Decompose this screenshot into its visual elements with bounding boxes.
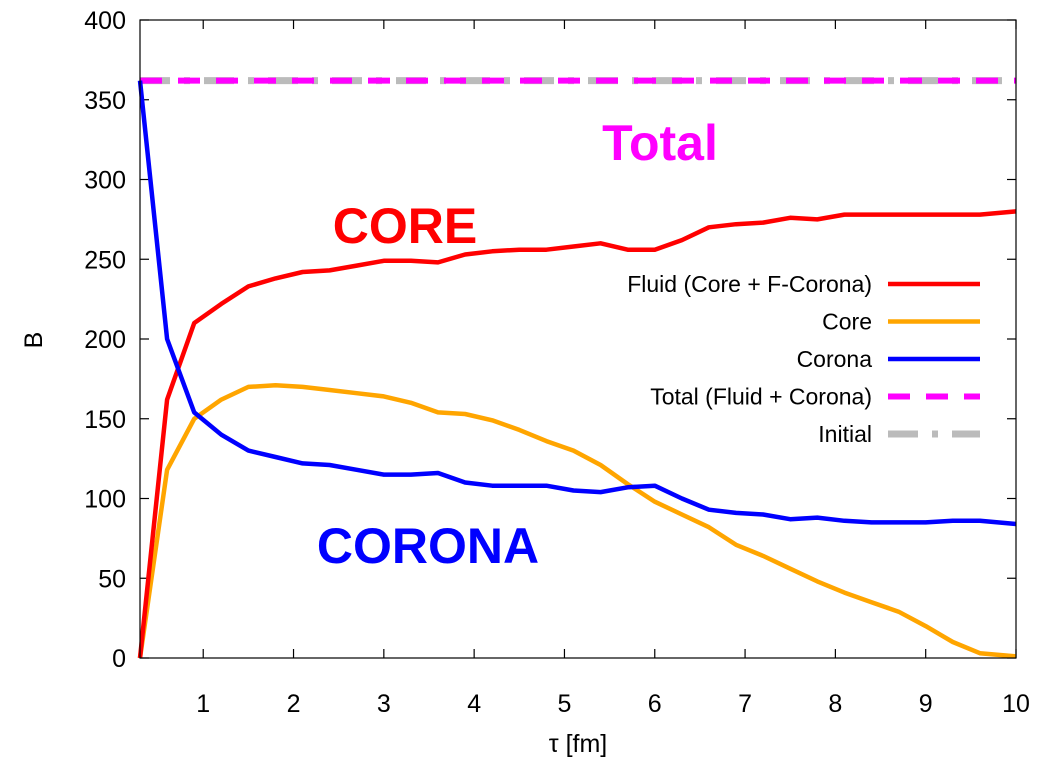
x-tick-label: 1 [196, 690, 210, 718]
x-tick-label: 6 [648, 690, 662, 718]
x-tick-label: 7 [738, 690, 752, 718]
y-tick-label: 350 [84, 87, 126, 115]
legend: Fluid (Core + F-Corona) Core Corona Total (… [627, 271, 980, 447]
x-axis-label: τ [fm] [549, 730, 607, 758]
y-tick-label: 0 [112, 645, 126, 673]
x-tick-label: 5 [558, 690, 572, 718]
y-tick-label: 400 [84, 7, 126, 35]
annotation-corona: CORONA [317, 518, 539, 574]
y-tick-label: 300 [84, 167, 126, 195]
series-line-fluid-core-f-corona [137, 209, 1017, 659]
x-tick-label: 4 [467, 690, 481, 718]
x-tick-label: 9 [919, 690, 933, 718]
legend-label: Total (Fluid + Corona) [650, 384, 872, 410]
plot-frame [139, 19, 1017, 659]
y-tick-label: 100 [84, 486, 126, 514]
y-tick-label: 200 [84, 326, 126, 354]
series-line-corona [137, 80, 1017, 527]
y-axis-label: B [20, 332, 48, 349]
y-tick-label: 150 [84, 406, 126, 434]
annotation-total: Total [602, 115, 718, 171]
x-tick-label: 3 [377, 690, 391, 718]
x-tick-label: 10 [1002, 690, 1030, 718]
legend-label: Core [822, 309, 872, 335]
y-tick-label: 50 [98, 565, 126, 593]
legend-label: Initial [818, 421, 872, 447]
legend-label: Corona [797, 346, 873, 372]
x-tick-label: 2 [287, 690, 301, 718]
annotation-core: CORE [333, 198, 477, 254]
x-tick-label: 8 [828, 690, 842, 718]
y-tick-label: 250 [84, 246, 126, 274]
series-line-core [137, 383, 1017, 659]
legend-label: Fluid (Core + F-Corona) [627, 271, 872, 297]
